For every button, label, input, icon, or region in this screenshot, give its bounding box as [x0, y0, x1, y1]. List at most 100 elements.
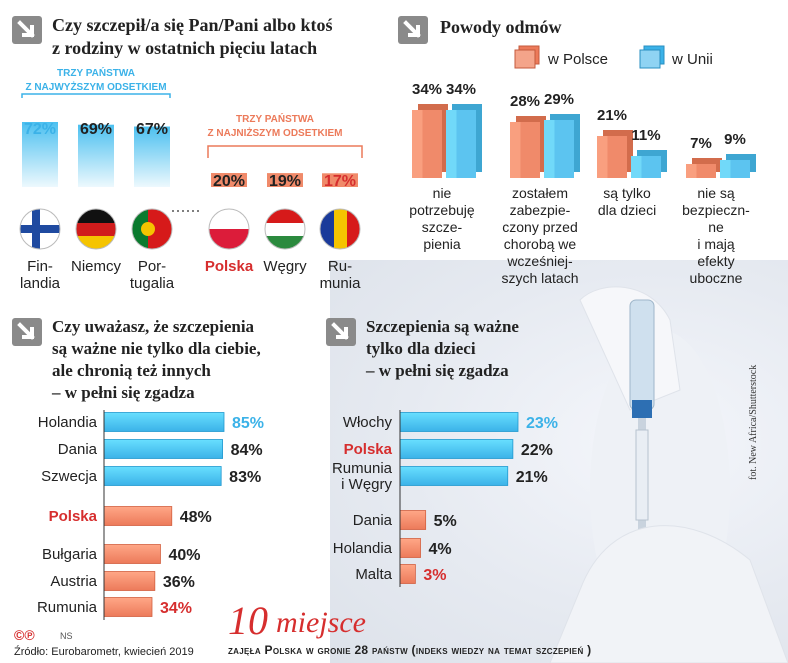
country-label: Ru-	[328, 258, 352, 275]
reason-label: nie są	[697, 185, 735, 201]
section2-title: Powody odmów	[440, 17, 562, 37]
bar	[399, 564, 416, 584]
reason-label: są tylko	[603, 185, 651, 201]
source-note: Źródło: Eurobarometr, kwiecień 2019	[14, 645, 194, 658]
bar	[78, 124, 114, 187]
value-label: 67%	[136, 121, 168, 138]
section3-title-line1: Czy uważasz, że szczepienia	[52, 317, 255, 336]
flag-finland-icon	[19, 208, 61, 250]
bar-poland	[686, 158, 722, 178]
legend-poland-label: w Polsce	[547, 51, 608, 68]
bar	[103, 571, 156, 591]
country-label: Holandia	[333, 540, 393, 557]
value-label: 3%	[423, 567, 446, 584]
reason-label: uboczne	[690, 270, 743, 286]
country-label: Rumunia	[37, 599, 98, 616]
arrow-icon	[326, 318, 356, 346]
reason-label: czony przed	[502, 219, 577, 235]
country-label: Niemcy	[71, 258, 122, 275]
country-label: Por-	[138, 258, 166, 275]
bar	[134, 126, 170, 187]
country-label: Fin-	[27, 258, 53, 275]
country-label: Polska	[205, 258, 254, 275]
reason-label: wcześniej-	[506, 253, 573, 269]
vaccine-photo-illustration	[549, 286, 788, 663]
high-label-line1: TRZY PAŃSTWA	[57, 66, 135, 79]
value-label: 48%	[180, 509, 212, 526]
bar	[22, 122, 58, 187]
bar-eu	[446, 104, 482, 178]
bar	[103, 544, 161, 564]
country-label: munia	[320, 275, 362, 292]
chart-vaccinated-countries: 72% Fin-landia 69% Niemcy 67% Por-tugalia 20% P…	[19, 121, 362, 292]
country-label: Holandia	[38, 414, 98, 431]
value-label-poland: 21%	[597, 107, 627, 124]
value-label-eu: 9%	[724, 131, 746, 148]
high-bracket	[21, 93, 171, 98]
reason-label: bezpieczn-	[682, 202, 750, 218]
bar	[103, 412, 225, 432]
reason-label: nie	[433, 185, 452, 201]
country-label: Polska	[344, 441, 393, 458]
value-label-poland: 28%	[510, 93, 540, 110]
section4-title-line2: tylko dla dzieci	[366, 339, 476, 358]
value-label: 36%	[163, 574, 195, 591]
reason-label: szcze-	[422, 219, 463, 235]
value-label: 20%	[213, 173, 245, 190]
country-label: Dania	[353, 512, 393, 529]
legend-eu-label: w Unii	[671, 51, 713, 68]
rank-description: zajęła Polska w gronie 28 państw (indeks…	[228, 643, 591, 657]
flag-portugal-icon	[131, 208, 173, 250]
value-label-poland: 34%	[412, 81, 442, 98]
reason-label: chorobą we	[504, 236, 577, 252]
value-label: 83%	[229, 469, 261, 486]
section1-title-line2: z rodziny w ostatnich pięciu latach	[52, 38, 317, 58]
value-label-eu: 29%	[544, 91, 574, 108]
reason-label: zostałem	[512, 185, 568, 201]
bar	[103, 597, 153, 617]
section4-title-line1: Szczepienia są ważne	[366, 317, 519, 336]
country-label: i Węgry	[341, 476, 392, 493]
bar	[399, 538, 421, 558]
bar	[211, 173, 247, 187]
country-label: tugalia	[130, 275, 175, 292]
reason-label: szych latach	[501, 270, 578, 286]
section4-title-line3: – w pełni się zgadza	[365, 361, 509, 380]
arrow-icon	[12, 16, 42, 44]
flag-hungary-icon	[264, 208, 306, 250]
bar	[399, 510, 427, 530]
section3-title-line2: są ważne nie tylko dla ciebie,	[52, 339, 261, 358]
section1-title-line1: Czy szczepił/a się Pan/Pani albo ktoś	[52, 15, 333, 35]
reason-label: ne	[708, 219, 724, 235]
author-initials: NS	[60, 631, 73, 641]
low-bracket	[207, 145, 363, 158]
reason-label: dla dzieci	[598, 202, 656, 218]
country-label: Szwecja	[41, 468, 98, 485]
bar	[103, 506, 173, 526]
reason-label: potrzebuję	[409, 202, 475, 218]
vaccine-photo	[330, 260, 788, 663]
value-label: 19%	[269, 173, 301, 190]
bar-eu	[544, 114, 580, 178]
publisher-logo: ©℗	[14, 627, 35, 643]
value-label: 4%	[429, 541, 452, 558]
section3-title-line4: – w pełni się zgadza	[51, 383, 195, 402]
value-label-poland: 7%	[690, 135, 712, 152]
value-label: 21%	[516, 469, 548, 486]
arrow-icon	[398, 16, 428, 44]
legend-eu: w Unii	[639, 45, 713, 69]
country-label: Włochy	[343, 414, 393, 431]
flag-romania-icon	[319, 208, 361, 250]
value-label: 40%	[168, 547, 200, 564]
bar-poland	[510, 116, 546, 178]
high-label-line2: Z NAJWYŻSZYM ODSETKIEM	[25, 80, 166, 93]
country-label: Dania	[58, 441, 98, 458]
bar-eu	[720, 154, 756, 178]
country-label: Rumunia	[332, 460, 393, 477]
value-label: 17%	[324, 173, 356, 190]
reason-label: pienia	[423, 236, 461, 252]
bar	[399, 466, 509, 486]
